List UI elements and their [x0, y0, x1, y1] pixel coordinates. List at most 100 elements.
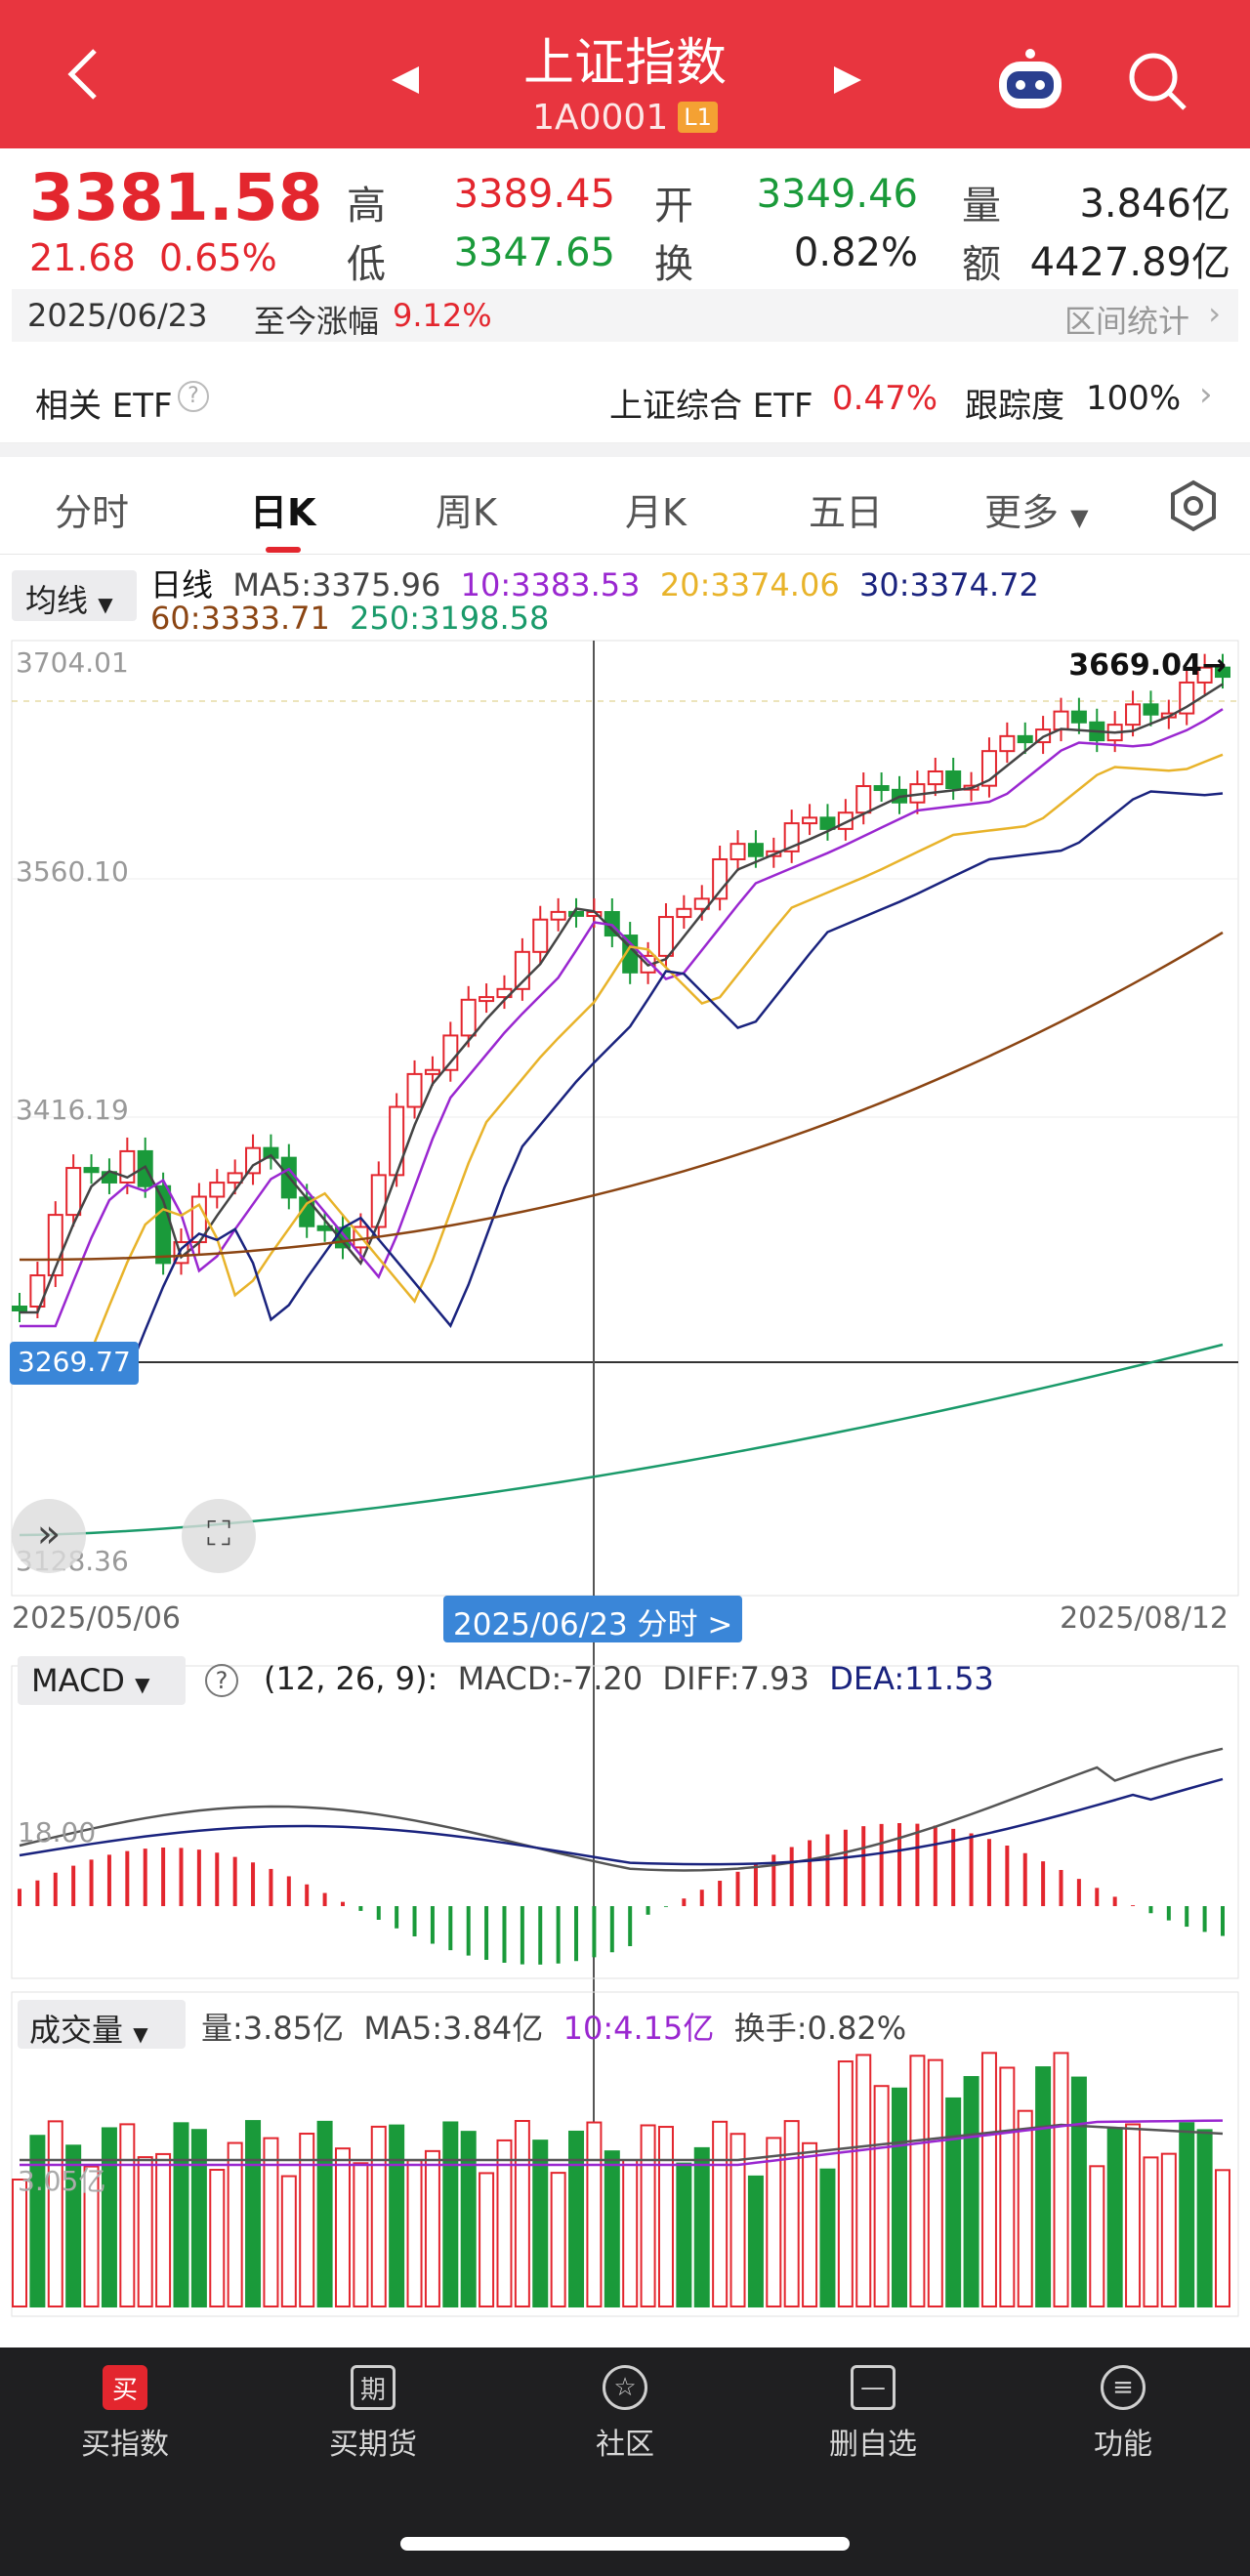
- vol-ma10-line: [20, 2119, 1224, 2167]
- tab-intraday[interactable]: 分时: [55, 491, 130, 534]
- range-date: 2025/06/23: [27, 297, 208, 334]
- futures-icon: 期: [351, 2365, 396, 2410]
- candle-body: [12, 1306, 27, 1311]
- page-title: 上证指数: [522, 34, 727, 93]
- macd-y-label: 18.00: [18, 1816, 97, 1849]
- macd-selector[interactable]: MACD ▼: [18, 1656, 186, 1705]
- low-value: 3347.65: [453, 230, 615, 275]
- vol-ma10: 10:4.15亿: [562, 2010, 715, 2047]
- candle-body: [1125, 703, 1142, 727]
- volume-bar: [406, 2159, 423, 2307]
- volume-bar: [980, 2052, 997, 2308]
- chevron-right-icon: ›: [1208, 295, 1221, 332]
- volume-label: 量: [962, 184, 1001, 229]
- volume-bar: [299, 2133, 315, 2308]
- back-icon[interactable]: [54, 39, 112, 109]
- high-label: 高: [347, 184, 386, 229]
- ma-selector[interactable]: 均线 ▼: [12, 570, 137, 621]
- track-label: 跟踪度: [965, 387, 1064, 426]
- volume-selector[interactable]: 成交量 ▼: [18, 2000, 186, 2049]
- caret-down-icon: ▼: [133, 2022, 148, 2046]
- menu-icon: ≡: [1101, 2365, 1146, 2410]
- candle-body: [263, 1146, 279, 1159]
- y-axis-low: 3416.19: [16, 1094, 129, 1126]
- remove-watchlist-icon: —: [851, 2365, 896, 2410]
- volume-bar: [263, 2137, 279, 2308]
- etf-name: 上证综合 ETF: [609, 387, 813, 426]
- volume-bar: [173, 2122, 189, 2307]
- help-icon[interactable]: ?: [205, 1664, 238, 1697]
- volume-bar: [496, 2139, 513, 2307]
- volume-bar: [927, 2058, 943, 2308]
- community-icon: ☆: [603, 2365, 647, 2410]
- range-bar[interactable]: 2025/06/23 至今涨幅 9.12% 区间统计 ›: [12, 289, 1238, 342]
- candle-body: [1143, 703, 1159, 716]
- nav-label: 买指数: [81, 2428, 169, 2462]
- expand-left-icon[interactable]: »: [12, 1499, 86, 1573]
- tab-more[interactable]: 更多 ▼: [984, 482, 1089, 536]
- nav-buy-futures[interactable]: 期买期货: [285, 2365, 461, 2463]
- search-icon[interactable]: [1123, 47, 1191, 115]
- tab-five-day[interactable]: 五日: [809, 491, 884, 534]
- ma5-value: MA5:3375.96: [232, 566, 441, 603]
- volume-bar: [1106, 2127, 1123, 2307]
- tab-weekly-k[interactable]: 周K: [436, 491, 497, 534]
- nav-label: 买期货: [329, 2428, 417, 2462]
- tab-more-label: 更多: [984, 491, 1060, 534]
- nav-community[interactable]: ☆ 社区: [537, 2365, 713, 2463]
- kline-chart[interactable]: [0, 635, 1250, 2344]
- macd-value: MACD:-7.20: [457, 1660, 644, 1697]
- next-stock-icon[interactable]: [828, 61, 867, 100]
- ma-values-line2: 60:3333.71 250:3198.58: [150, 600, 549, 637]
- ma20-line: [20, 753, 1224, 1352]
- volume-bar: [227, 2141, 243, 2307]
- volume-selector-label: 成交量: [29, 2012, 124, 2049]
- cursor-date-button[interactable]: 2025/06/23 分时 >: [443, 1596, 743, 1642]
- macd-selector-label: MACD: [31, 1662, 125, 1699]
- volume-bar: [622, 2159, 639, 2308]
- volume-bar: [855, 2054, 872, 2308]
- change-value: 21.68: [29, 236, 136, 279]
- bottom-nav: 买买指数 期买期货 ☆ 社区 — 删自选 ≡ 功能: [0, 2347, 1250, 2576]
- settings-hexagon-icon[interactable]: [1164, 477, 1223, 535]
- macd-frame: [11, 1665, 1239, 1979]
- candle-body: [657, 916, 674, 957]
- nav-remove-watchlist[interactable]: — 删自选: [785, 2365, 961, 2463]
- volume-bar: [783, 2120, 800, 2307]
- candle-body: [550, 910, 566, 921]
- turnover-value: 0.82%: [793, 230, 918, 275]
- candle-body: [729, 843, 746, 860]
- diff-value: DIFF:7.93: [662, 1660, 810, 1697]
- tab-monthly-k[interactable]: 月K: [625, 491, 687, 534]
- candle-body: [227, 1172, 243, 1184]
- ma60-line: [19, 931, 1224, 1262]
- tab-daily-k[interactable]: 日K: [250, 491, 316, 534]
- candle-body: [83, 1167, 100, 1174]
- range-stats-link[interactable]: 区间统计: [1063, 303, 1189, 340]
- candle-body: [802, 816, 818, 825]
- amount-value: 4427.89亿: [1029, 240, 1230, 285]
- ma5-line: [20, 683, 1224, 1314]
- volume-value: 3.846亿: [1079, 182, 1230, 227]
- volume-bar: [12, 2179, 27, 2307]
- ma10-value: 10:3383.53: [460, 566, 641, 603]
- help-icon[interactable]: ?: [178, 381, 209, 412]
- volume-bar: [1125, 2123, 1142, 2308]
- ma30-value: 30:3374.72: [859, 566, 1039, 603]
- volume-bar: [532, 2140, 549, 2307]
- diff-line: [19, 1747, 1224, 1872]
- related-etf-row[interactable]: 相关 ETF ? 上证综合 ETF 0.47% 跟踪度 100% ›: [0, 355, 1250, 443]
- nav-buy-index[interactable]: 买买指数: [37, 2365, 213, 2463]
- prev-stock-icon[interactable]: [386, 61, 425, 100]
- nav-functions[interactable]: ≡ 功能: [1035, 2365, 1211, 2463]
- fullscreen-icon[interactable]: ⛶: [182, 1499, 256, 1573]
- volume-bar: [119, 2123, 136, 2308]
- volume-bar: [837, 2060, 854, 2308]
- volume-bar: [514, 2120, 530, 2308]
- turnover-label: 换: [654, 242, 693, 287]
- top-header: 上证指数 1A0001 L1: [0, 0, 1250, 148]
- candle-body: [945, 769, 962, 790]
- robot-assistant-icon[interactable]: [991, 43, 1069, 121]
- volume-bar: [190, 2129, 207, 2308]
- volume-bar: [657, 2126, 674, 2308]
